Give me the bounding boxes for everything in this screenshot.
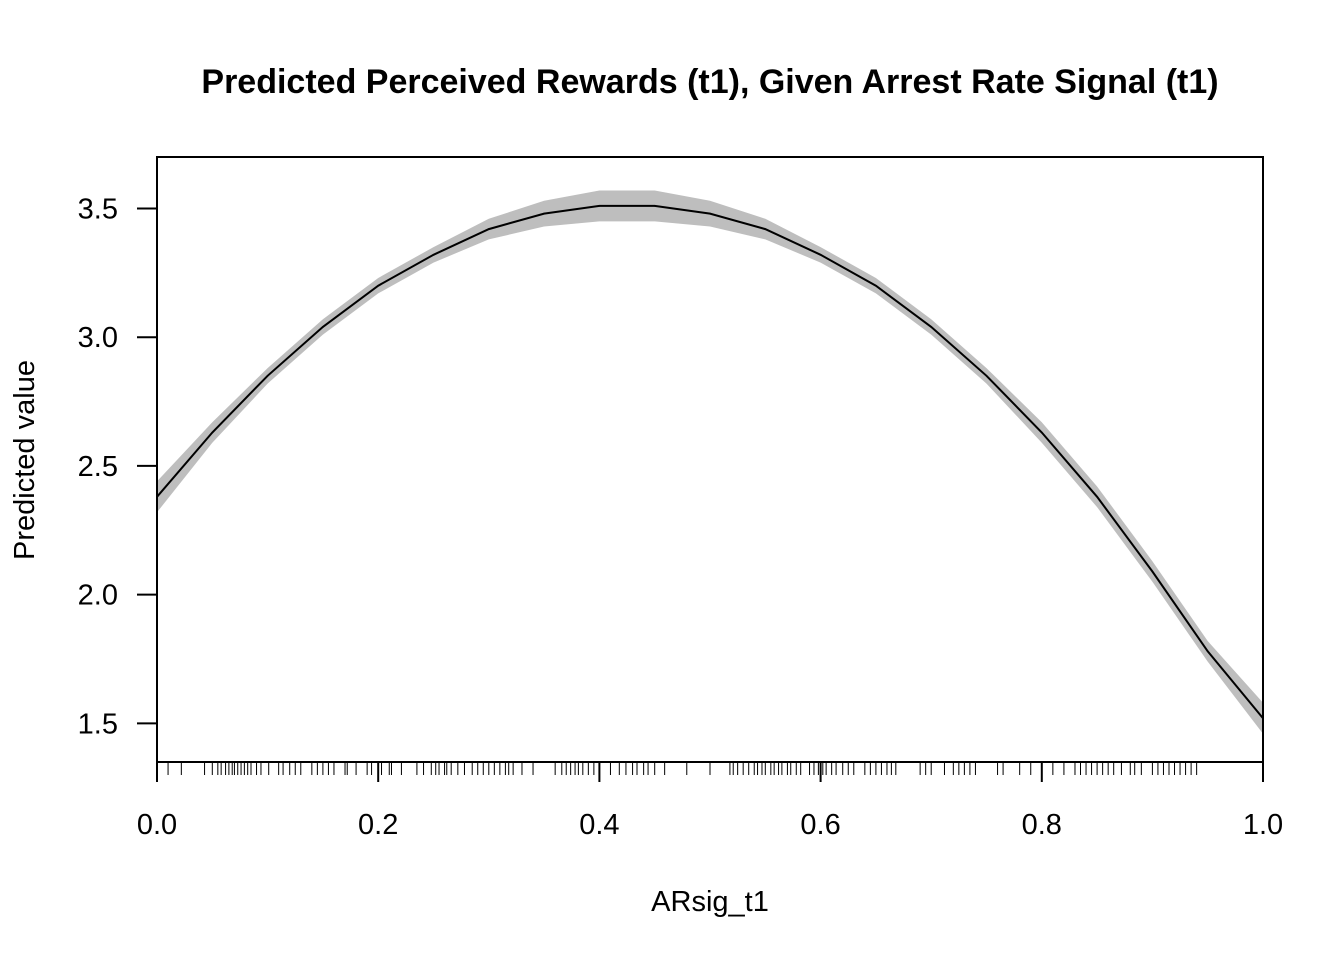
plot-frame xyxy=(156,156,1264,763)
x-axis-label: ARsig_t1 xyxy=(651,886,769,918)
data-point xyxy=(432,254,435,256)
data-point xyxy=(377,284,380,287)
x-tick-label: 1.0 xyxy=(1243,809,1283,841)
data-point xyxy=(764,228,767,230)
y-tick-label: 3.0 xyxy=(78,322,118,354)
data-point xyxy=(543,212,545,215)
prediction-line xyxy=(156,204,1264,719)
y-axis: 1.5 2.0 2.5 3.0 3.5 xyxy=(78,193,157,740)
data-point xyxy=(819,254,822,256)
data-point xyxy=(930,326,932,328)
x-tick-label: 0.2 xyxy=(358,809,398,841)
data-point xyxy=(211,431,214,434)
prediction-line-layer xyxy=(156,204,1264,719)
confidence-band-layer xyxy=(157,190,1263,734)
y-tick-label: 3.5 xyxy=(78,193,118,225)
x-tick-label: 0.6 xyxy=(800,809,840,841)
x-tick-label: 0.4 xyxy=(579,809,619,841)
data-point xyxy=(1206,650,1209,653)
x-tick-label: 0.0 xyxy=(137,809,177,841)
data-point xyxy=(985,375,988,377)
confidence-band xyxy=(157,190,1263,734)
data-point xyxy=(266,375,269,377)
data-point xyxy=(1151,570,1154,573)
data-point xyxy=(875,284,877,287)
data-point xyxy=(488,228,490,230)
data-point xyxy=(598,205,601,207)
data-point xyxy=(1041,431,1043,434)
data-point xyxy=(1096,496,1098,498)
y-tick-label: 2.0 xyxy=(78,580,118,612)
chart-title: Predicted Perceived Rewards (t1), Given … xyxy=(201,63,1218,101)
y-axis-label: Predicted value xyxy=(9,360,41,560)
data-point xyxy=(322,326,324,328)
y-tick-label: 1.5 xyxy=(78,708,118,740)
x-axis: 0.0 0.2 0.4 0.6 0.8 1.0 xyxy=(137,762,1283,841)
data-point xyxy=(653,205,656,207)
x-tick-label: 0.8 xyxy=(1022,809,1062,841)
rug-layer xyxy=(167,762,1198,775)
data-point xyxy=(709,212,711,215)
y-tick-label: 2.5 xyxy=(78,451,118,483)
